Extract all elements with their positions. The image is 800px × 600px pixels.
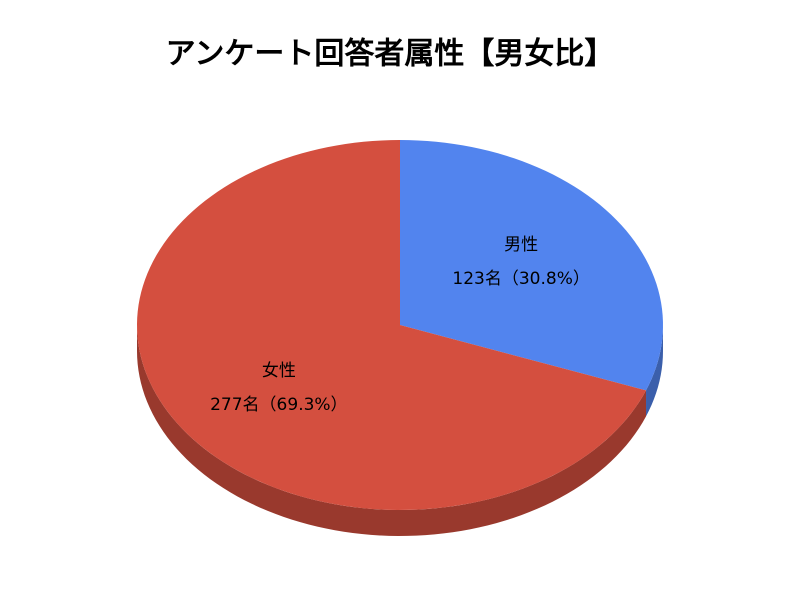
slice-name: 男性 (504, 235, 538, 255)
value-label: 123名（30.8%） (452, 269, 589, 289)
value-label: 277名（69.3%） (210, 395, 347, 415)
slice-name: 女性 (262, 361, 296, 381)
pie-slice (137, 140, 647, 510)
pie-slice (400, 140, 663, 391)
pie (137, 140, 663, 536)
labels: 男性 123名（30.8%） 女性 277名（69.3%） (210, 235, 590, 415)
pie-side (646, 325, 663, 417)
chart-title: アンケート回答者属性【男女比】 (166, 37, 615, 72)
